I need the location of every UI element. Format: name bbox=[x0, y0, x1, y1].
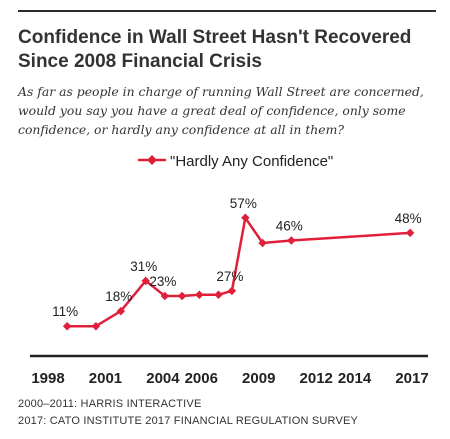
source-note-1: 2000–2011: HARRIS INTERACTIVE bbox=[18, 398, 202, 410]
plot-area: 1998 2001 2004 2006 2009 2012 2014 2017 11% 18% 31… bbox=[30, 196, 429, 387]
data-label: 46% bbox=[276, 218, 303, 233]
source-note-2: 2017: CATO INSTITUTE 2017 FINANCIAL REGU… bbox=[18, 415, 359, 427]
x-tick-label: 2001 bbox=[89, 370, 122, 387]
data-point bbox=[177, 291, 187, 301]
x-tick-label: 2014 bbox=[338, 370, 372, 387]
chart-title: Confidence in Wall Street Hasn't Recover… bbox=[18, 27, 412, 72]
data-label: 27% bbox=[216, 269, 243, 284]
data-point bbox=[258, 238, 267, 248]
legend-label: "Hardly Any Confidence" bbox=[170, 153, 333, 170]
data-point bbox=[405, 228, 415, 238]
data-point bbox=[160, 291, 170, 301]
data-point bbox=[227, 286, 237, 296]
top-rule bbox=[18, 10, 436, 12]
data-point bbox=[116, 306, 126, 316]
data-label: 57% bbox=[230, 196, 257, 211]
data-label: 23% bbox=[149, 274, 176, 289]
x-tick-label: 1998 bbox=[31, 370, 64, 387]
data-point bbox=[241, 213, 250, 222]
data-label: 31% bbox=[130, 259, 157, 274]
data-label: 48% bbox=[395, 211, 422, 226]
data-point bbox=[214, 290, 223, 299]
legend-swatch-marker bbox=[147, 155, 157, 165]
data-label: 18% bbox=[105, 289, 132, 304]
x-tick-label: 2006 bbox=[185, 370, 218, 387]
data-point bbox=[287, 236, 296, 245]
x-tick-label: 2004 bbox=[146, 370, 180, 387]
legend: "Hardly Any Confidence" bbox=[138, 153, 333, 170]
x-tick-label: 2012 bbox=[300, 370, 333, 387]
data-point bbox=[195, 290, 204, 299]
chart-subtitle: As far as people in charge of running Wa… bbox=[18, 84, 424, 137]
data-label: 11% bbox=[52, 304, 78, 319]
data-point bbox=[62, 322, 72, 331]
data-point bbox=[141, 276, 150, 286]
x-tick-label: 2017 bbox=[395, 370, 428, 387]
x-tick-label: 2009 bbox=[242, 370, 275, 387]
data-point bbox=[91, 322, 101, 331]
